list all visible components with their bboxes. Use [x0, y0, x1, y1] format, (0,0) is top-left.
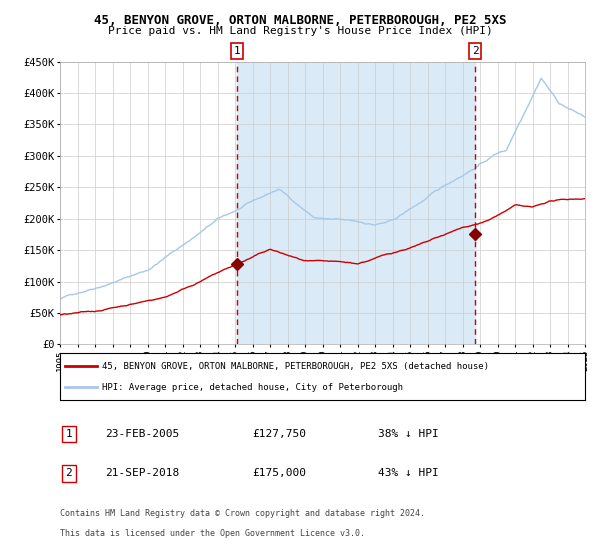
- Text: Contains HM Land Registry data © Crown copyright and database right 2024.: Contains HM Land Registry data © Crown c…: [60, 509, 425, 518]
- Text: 38% ↓ HPI: 38% ↓ HPI: [378, 429, 439, 439]
- Text: 21-SEP-2018: 21-SEP-2018: [105, 468, 179, 478]
- Text: 1: 1: [65, 429, 73, 439]
- Text: 43% ↓ HPI: 43% ↓ HPI: [378, 468, 439, 478]
- Text: 1: 1: [234, 46, 241, 56]
- Text: £127,750: £127,750: [252, 429, 306, 439]
- Bar: [237, 62, 475, 344]
- Text: 23-FEB-2005: 23-FEB-2005: [105, 429, 179, 439]
- Text: 2: 2: [472, 46, 478, 56]
- Text: This data is licensed under the Open Government Licence v3.0.: This data is licensed under the Open Gov…: [60, 529, 365, 538]
- Text: £175,000: £175,000: [252, 468, 306, 478]
- Text: HPI: Average price, detached house, City of Peterborough: HPI: Average price, detached house, City…: [102, 382, 403, 391]
- Text: 2: 2: [65, 468, 73, 478]
- Text: 45, BENYON GROVE, ORTON MALBORNE, PETERBOROUGH, PE2 5XS: 45, BENYON GROVE, ORTON MALBORNE, PETERB…: [94, 14, 506, 27]
- Text: 45, BENYON GROVE, ORTON MALBORNE, PETERBOROUGH, PE2 5XS (detached house): 45, BENYON GROVE, ORTON MALBORNE, PETERB…: [102, 362, 489, 371]
- Text: Price paid vs. HM Land Registry's House Price Index (HPI): Price paid vs. HM Land Registry's House …: [107, 26, 493, 36]
